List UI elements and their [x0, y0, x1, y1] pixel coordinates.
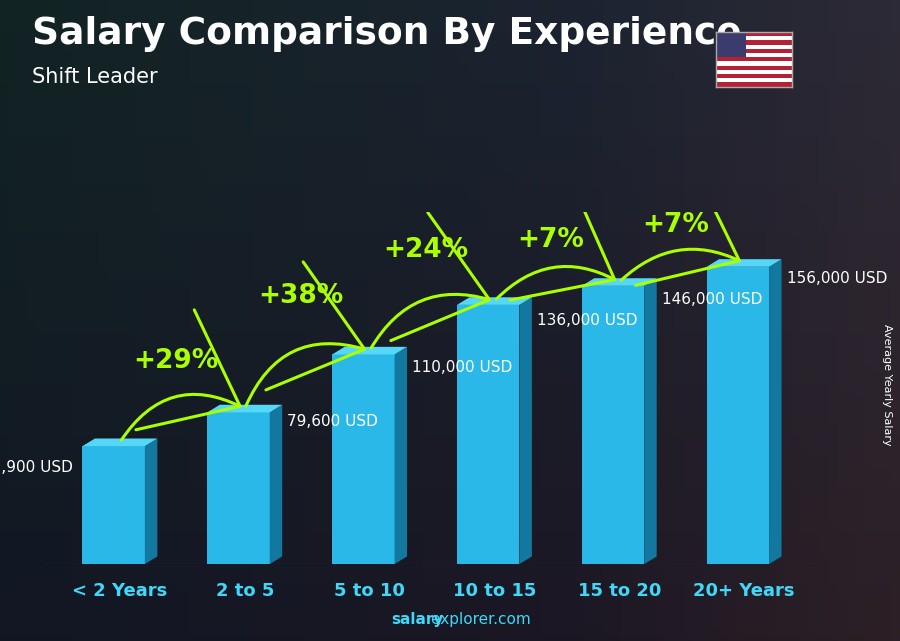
Bar	[716, 74, 792, 78]
Text: 156,000 USD: 156,000 USD	[787, 271, 886, 286]
Polygon shape	[706, 259, 781, 267]
Polygon shape	[83, 438, 158, 446]
Polygon shape	[519, 297, 532, 564]
Text: +38%: +38%	[258, 283, 344, 309]
Text: Salary Comparison By Experience: Salary Comparison By Experience	[32, 16, 742, 52]
Text: 110,000 USD: 110,000 USD	[412, 360, 512, 374]
Text: 136,000 USD: 136,000 USD	[537, 313, 637, 328]
FancyArrowPatch shape	[371, 212, 490, 348]
Bar	[716, 37, 792, 40]
Polygon shape	[581, 286, 644, 564]
Text: salary: salary	[392, 612, 444, 627]
Text: 10 to 15: 10 to 15	[453, 582, 536, 600]
Text: +7%: +7%	[642, 212, 709, 238]
Bar	[716, 57, 792, 62]
Polygon shape	[270, 404, 283, 564]
Bar	[716, 49, 792, 53]
Text: 79,600 USD: 79,600 USD	[287, 414, 378, 429]
Text: 20+ Years: 20+ Years	[693, 582, 795, 600]
Bar	[716, 32, 746, 57]
Bar	[716, 82, 792, 87]
Bar	[716, 65, 792, 70]
Text: +7%: +7%	[518, 228, 584, 253]
FancyArrowPatch shape	[246, 262, 364, 406]
Polygon shape	[706, 267, 770, 564]
Polygon shape	[457, 297, 532, 305]
Bar	[716, 53, 792, 57]
Polygon shape	[581, 278, 657, 286]
Text: < 2 Years: < 2 Years	[72, 582, 167, 600]
Bar	[716, 78, 792, 82]
Polygon shape	[145, 438, 158, 564]
Polygon shape	[457, 305, 519, 564]
Text: 15 to 20: 15 to 20	[578, 582, 661, 600]
Polygon shape	[83, 446, 145, 564]
Bar	[716, 32, 792, 37]
Text: Shift Leader: Shift Leader	[32, 67, 158, 87]
Polygon shape	[207, 404, 283, 412]
Bar	[716, 70, 792, 74]
Polygon shape	[332, 354, 394, 564]
Polygon shape	[207, 412, 270, 564]
FancyArrowPatch shape	[497, 182, 615, 300]
FancyArrowPatch shape	[122, 310, 240, 440]
Text: 5 to 10: 5 to 10	[334, 582, 405, 600]
Bar	[716, 62, 792, 65]
Polygon shape	[770, 259, 781, 564]
FancyArrowPatch shape	[621, 165, 740, 285]
Text: +24%: +24%	[383, 237, 468, 263]
Text: +29%: +29%	[133, 348, 219, 374]
Bar	[716, 40, 792, 45]
Text: explorer.com: explorer.com	[392, 612, 530, 627]
Text: Average Yearly Salary: Average Yearly Salary	[881, 324, 892, 445]
Bar	[716, 45, 792, 49]
Polygon shape	[644, 278, 657, 564]
Polygon shape	[332, 347, 407, 354]
Polygon shape	[394, 347, 407, 564]
Text: 61,900 USD: 61,900 USD	[0, 460, 73, 475]
Text: 2 to 5: 2 to 5	[216, 582, 274, 600]
Text: 146,000 USD: 146,000 USD	[662, 292, 762, 307]
